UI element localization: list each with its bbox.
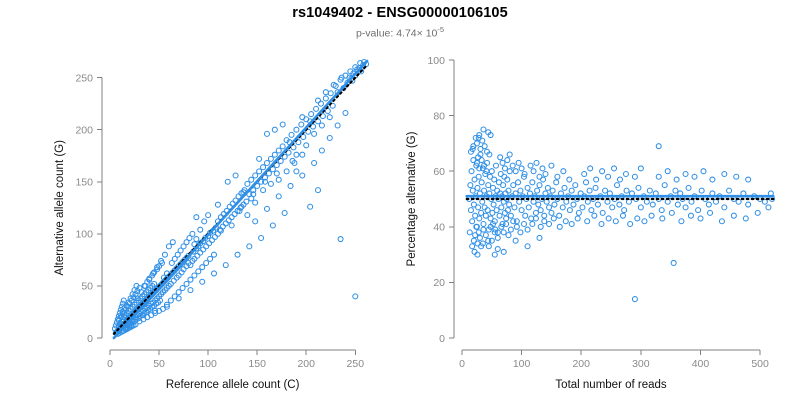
y-tick-label: 0 [439,333,445,345]
x-tick-label: 0 [107,358,113,370]
x-tick-label: 100 [513,358,531,370]
y-tick-label: 50 [81,281,93,293]
y-tick-label: 20 [433,277,445,289]
y-axis-title: Alternative allele count (G) [54,140,66,276]
left-plot-svg: 0 50 100 150 200 250 0 50 100 150 200 250 Reference … [54,58,370,391]
x-axis-title: Total number of reads [555,379,666,391]
scatter-panel-percentage: 0 20 40 60 80 100 0 100 200 300 400 500 Total number… [400,0,800,400]
x-tick-label: 200 [572,358,590,370]
right-plot-svg: 0 20 40 60 80 100 0 100 200 300 400 500 Total number… [406,55,776,391]
regression-line [112,59,369,340]
pvalue-subtitle: p-value: 4.74× 10-5 [0,25,800,40]
x-tick-label: 400 [692,358,710,370]
x-tick-label: 100 [199,358,217,370]
y-tick-label: 150 [75,177,93,189]
x-tick-label: 150 [248,358,266,370]
y-axis-title: Percentage alternative (G) [406,131,418,266]
y-tick-label: 250 [75,72,93,84]
x-axis-title: Reference allele count (C) [166,379,300,391]
y-tick-label: 0 [87,333,93,345]
pvalue-text: p-value: 4.74× 10 [355,27,438,40]
scatter-panel-allele-counts: 0 50 100 150 200 250 0 50 100 150 200 250 Reference … [54,58,370,391]
x-tick-label: 0 [459,358,465,370]
y-tick-label: 40 [433,222,445,234]
y-tick-label: 60 [433,166,445,178]
data-points [466,126,776,303]
y-tick-label: 100 [75,229,93,241]
y-tick-label: 100 [427,55,445,67]
x-tick-label: 50 [153,358,165,370]
page-title: rs1049402 - ENSG00000106105 [292,5,508,21]
pvalue-exponent: -5 [437,25,445,34]
y-tick-label: 80 [433,110,445,122]
x-tick-label: 500 [751,358,769,370]
x-tick-label: 250 [347,358,365,370]
x-tick-label: 300 [632,358,650,370]
x-tick-label: 200 [297,358,315,370]
y-tick-label: 200 [75,124,93,136]
